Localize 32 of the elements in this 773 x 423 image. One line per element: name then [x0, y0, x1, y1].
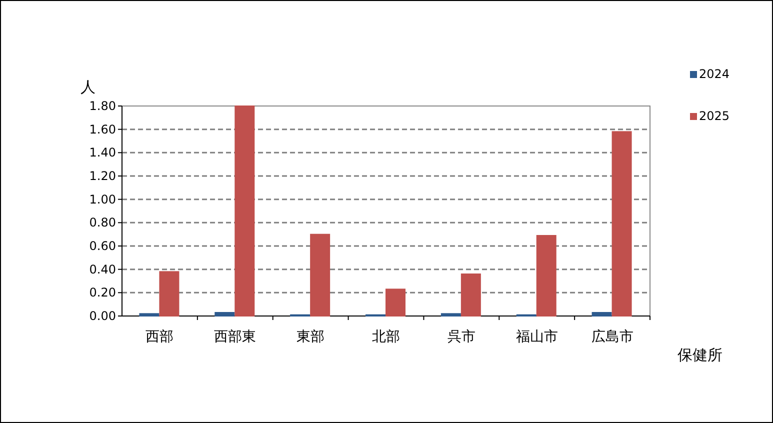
bar	[386, 288, 406, 316]
x-tick-label: 北部	[372, 329, 400, 345]
bar	[612, 131, 632, 316]
y-tick-label: 1.40	[89, 146, 116, 160]
y-tick-label: 0.20	[89, 286, 116, 300]
bar	[139, 313, 160, 316]
bar	[234, 106, 255, 316]
x-tick-label: 福山市	[516, 329, 558, 345]
y-tick-label: 0.80	[89, 216, 116, 230]
bar	[214, 312, 235, 316]
y-tick-label: 0.00	[89, 309, 116, 323]
y-tick-label: 1.80	[89, 99, 116, 113]
x-tick-label: 東部	[296, 329, 325, 345]
x-tick-label: 西部	[146, 329, 174, 345]
bar	[159, 271, 180, 316]
y-tick-label: 1.60	[89, 122, 116, 136]
x-tick-label: 西部東	[214, 329, 256, 345]
y-axis-title: 人	[80, 78, 96, 96]
y-tick-label: 1.20	[89, 169, 116, 183]
x-axis-title: 保健所	[678, 346, 722, 364]
legend-label: 2024	[699, 67, 730, 81]
bar	[592, 312, 612, 316]
bar	[310, 234, 330, 316]
y-tick-label: 1.00	[89, 192, 116, 206]
y-tick-label: 0.60	[89, 239, 116, 253]
x-tick-label: 呉市	[447, 329, 476, 345]
bar	[536, 235, 556, 316]
legend-label: 2025	[699, 109, 730, 123]
bar	[440, 313, 461, 316]
bar	[460, 274, 481, 316]
x-tick-label: 広島市	[591, 329, 634, 345]
y-tick-label: 0.40	[89, 262, 116, 276]
